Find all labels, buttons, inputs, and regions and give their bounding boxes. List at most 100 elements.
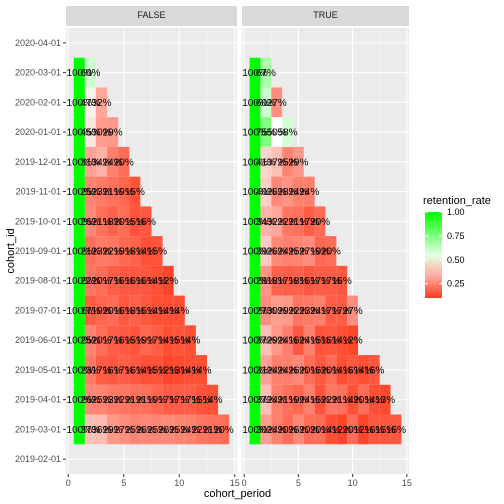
heatmap-tile [84, 146, 96, 177]
heatmap-tile [107, 206, 119, 237]
tile-label: 19% [136, 336, 156, 347]
heatmap-tile [282, 355, 293, 385]
heatmap-tile [271, 265, 283, 296]
heatmap-tile [84, 206, 96, 237]
heatmap-tile [173, 414, 185, 445]
tile-label: 16% [375, 425, 395, 436]
heatmap-tile [129, 414, 141, 445]
heatmap-tile [271, 146, 283, 177]
tile-label: 18% [267, 276, 287, 287]
tile-label: 100% [67, 425, 93, 436]
tile-label: 20% [92, 276, 112, 287]
facet-strip [242, 6, 409, 26]
legend-tick-label: 0.25 [447, 279, 465, 289]
tile-label: 100% [67, 68, 93, 79]
y-axis-title: cohort_id [5, 228, 17, 273]
heatmap-tile [73, 295, 85, 326]
heatmap-tile [358, 355, 369, 385]
tile-label: 26% [288, 365, 308, 376]
heatmap-tile [73, 117, 85, 147]
heatmap-tile [368, 384, 380, 415]
heatmap-tile [292, 206, 304, 237]
heatmap-tile [95, 265, 108, 296]
facet-strip-label: FALSE [137, 10, 165, 20]
heatmap-tile [282, 325, 293, 356]
heatmap-tile [271, 236, 283, 266]
legend-colorbar [425, 212, 442, 298]
heatmap-tile [107, 176, 119, 207]
heatmap-tile [271, 206, 283, 237]
heatmap-tile [140, 236, 152, 266]
y-tick-label: 2020-01-01 [15, 127, 61, 137]
tile-label: 20% [299, 365, 319, 376]
tile-label: 17% [169, 395, 189, 406]
tile-label: 16% [136, 217, 156, 228]
tile-label: 18% [125, 306, 145, 317]
heatmap-tile [73, 57, 85, 88]
y-tick-label: 2019-11-01 [16, 187, 61, 197]
tile-label: 16% [364, 425, 384, 436]
heatmap-tile [118, 414, 130, 445]
tile-label: 41% [256, 157, 276, 168]
tile-label: 24% [278, 247, 298, 258]
heatmap-tile [107, 146, 119, 177]
heatmap-tile [249, 117, 261, 147]
heatmap-tile [162, 295, 174, 326]
heatmap-tile [84, 355, 96, 385]
tile-label: 28% [256, 276, 276, 287]
tile-label: 34% [256, 217, 276, 228]
tile-label: 100% [242, 187, 268, 198]
tile-label: 45% [80, 128, 100, 139]
tile-label: 15% [147, 247, 167, 258]
heatmap-tile [379, 384, 391, 415]
heatmap-tile [260, 87, 272, 118]
heatmap-tile [282, 176, 293, 207]
tile-label: 24% [180, 425, 200, 436]
heatmap-tile [271, 87, 283, 118]
heatmap-tile [140, 414, 152, 445]
heatmap-tile [282, 236, 293, 266]
heatmap-tile [173, 325, 185, 356]
tile-label: 16% [125, 365, 145, 376]
tile-label: 21% [92, 217, 112, 228]
heatmap-tile [84, 57, 96, 88]
tile-label: 15% [310, 336, 330, 347]
tile-label: 22% [191, 425, 211, 436]
tile-label: 15% [310, 395, 330, 406]
heatmap-tile [303, 414, 315, 445]
facet-strip-label: TRUE [313, 10, 338, 20]
tile-label: 24% [288, 187, 308, 198]
heatmap-tile [260, 176, 272, 207]
heatmap-tile [249, 295, 261, 326]
y-tick-label: 2020-03-01 [15, 68, 61, 78]
heatmap-tile [95, 325, 108, 356]
tile-label: 100% [242, 247, 268, 258]
tile-label: 16% [114, 336, 134, 347]
tile-label: 16% [310, 365, 330, 376]
heatmap-tile [368, 414, 380, 445]
tile-label: 14% [180, 336, 200, 347]
heatmap-tile [292, 265, 304, 296]
heatmap-tile [118, 325, 130, 356]
tile-label: 12% [353, 425, 373, 436]
heatmap-tile [151, 384, 163, 415]
heatmap-tile [140, 384, 152, 415]
heatmap-tile [129, 176, 141, 207]
tile-label: 24% [299, 395, 319, 406]
tile-label: 14% [343, 395, 363, 406]
facet-panel-true: TRUE100%67%100%60%27%100%75%50%58%100%41… [242, 6, 412, 488]
tile-label: 37% [80, 425, 100, 436]
heatmap-tile [84, 265, 96, 296]
heatmap-tile [151, 355, 163, 385]
heatmap-tile [84, 414, 96, 445]
tile-label: 26% [80, 395, 100, 406]
tile-label: 37% [256, 336, 276, 347]
tile-label: 14% [332, 336, 352, 347]
heatmap-tile [303, 236, 315, 266]
x-axis-title: cohort_period [204, 488, 271, 500]
heatmap-tile [95, 236, 108, 266]
tile-label: 100% [242, 395, 268, 406]
heatmap-tile [107, 355, 119, 385]
tile-label: 22% [288, 306, 308, 317]
